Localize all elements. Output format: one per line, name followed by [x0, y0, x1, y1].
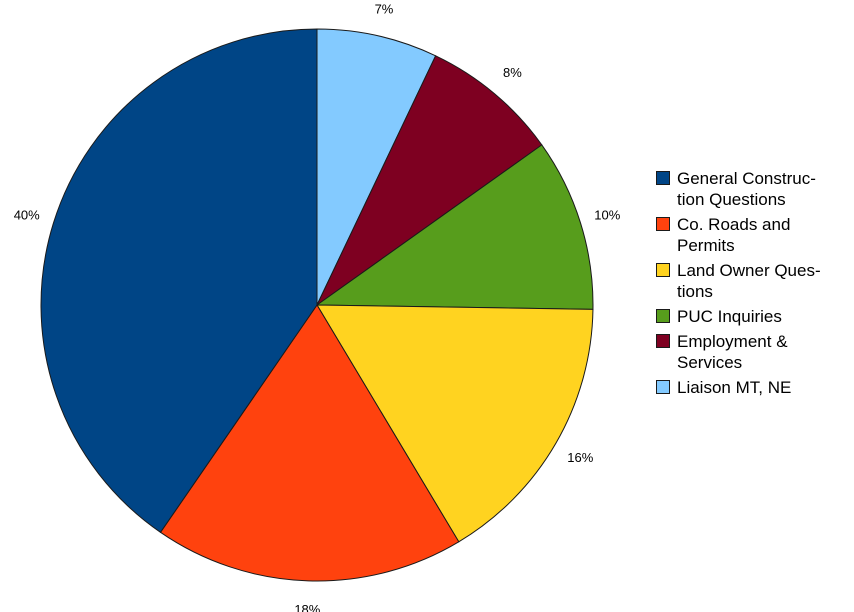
- legend-label: General Construc- tion Questions: [677, 169, 816, 209]
- legend-swatch: [656, 263, 670, 277]
- legend-item: Employment & Services: [656, 331, 851, 373]
- legend-item: Co. Roads and Permits: [656, 214, 851, 256]
- legend-label: PUC Inquiries: [677, 307, 782, 326]
- pie-percent-label: 7%: [375, 1, 394, 16]
- legend-swatch: [656, 380, 670, 394]
- legend-item: General Construc- tion Questions: [656, 168, 851, 210]
- legend-item: PUC Inquiries: [656, 306, 851, 327]
- pie-slice-general-construction-questions: [40, 28, 318, 534]
- pie-slice-land-owner-questions: [316, 304, 594, 543]
- pie-chart-svg: 7% 8% 10% 16% 18% 40%: [14, 1, 621, 612]
- legend-swatch: [656, 334, 670, 348]
- legend-swatch: [656, 309, 670, 323]
- pie-percent-label: 18%: [294, 602, 320, 612]
- legend-label: Employment & Services: [677, 332, 788, 372]
- pie-percent-label: 8%: [503, 65, 522, 80]
- legend-item: Liaison MT, NE: [656, 377, 851, 398]
- pie-percent-labels: 7% 8% 10% 16% 18% 40%: [14, 1, 621, 612]
- pie-slice-liaison-mt-ne: [316, 28, 437, 306]
- pie-slice-puc-inquiries: [315, 144, 594, 310]
- chart-legend: General Construc- tion Questions Co. Road…: [656, 168, 851, 402]
- legend-label: Liaison MT, NE: [677, 378, 792, 397]
- pie-percent-label: 40%: [14, 208, 40, 223]
- legend-label: Land Owner Ques- tions: [677, 261, 821, 301]
- pie-slice-employment-services: [315, 55, 543, 307]
- legend-swatch: [656, 171, 670, 185]
- pie-percent-label: 10%: [594, 208, 620, 223]
- legend-item: Land Owner Ques- tions: [656, 260, 851, 302]
- pie-slices: [40, 28, 594, 582]
- legend-swatch: [656, 217, 670, 231]
- legend-label: Co. Roads and Permits: [677, 215, 791, 255]
- pie-percent-label: 16%: [567, 450, 593, 465]
- pie-slice-co-roads-and-permits: [159, 304, 460, 582]
